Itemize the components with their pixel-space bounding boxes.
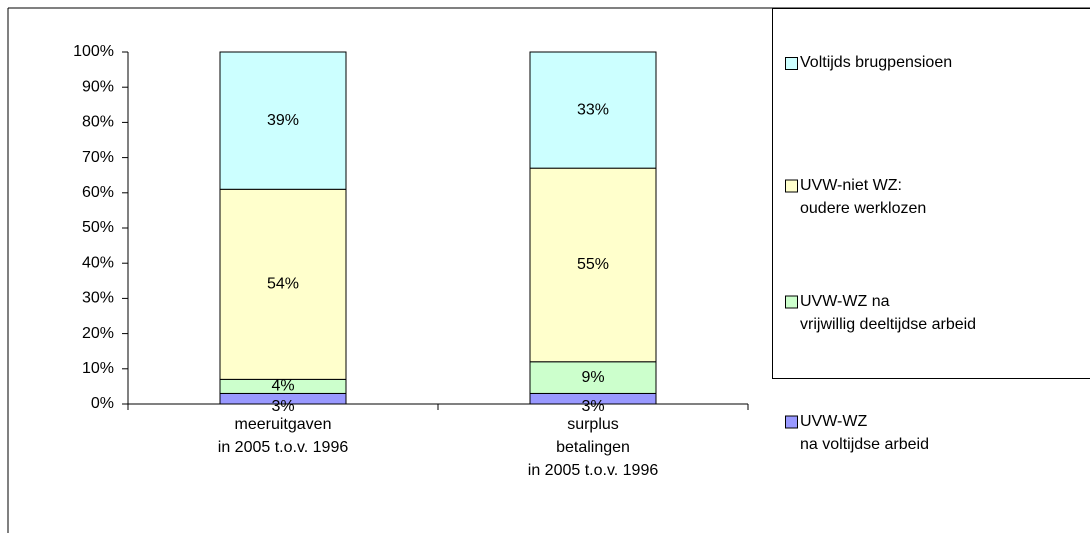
data-label: 3% — [581, 398, 604, 415]
y-tick-label: 60% — [82, 184, 114, 201]
x-tick-label: meeruitgaven in 2005 t.o.v. 1996 — [217, 416, 349, 456]
data-label: 4% — [271, 378, 294, 395]
y-tick-label: 40% — [82, 254, 114, 271]
legend-label: UVW-WZ na vrijwillig deeltijdse arbeid — [800, 292, 977, 333]
legend-swatch — [785, 179, 798, 193]
y-tick-label: 50% — [82, 219, 114, 236]
y-tick-label: 100% — [73, 43, 114, 60]
bar-segment — [219, 188, 347, 380]
y-tick-label: 10% — [82, 360, 114, 377]
bar-segment — [529, 51, 657, 169]
y-tick-label: 90% — [82, 78, 114, 95]
legend-box — [772, 8, 1090, 379]
bar-segment — [529, 167, 657, 363]
y-tick-label: 20% — [82, 325, 114, 342]
bar-segment — [529, 361, 657, 394]
legend-swatch — [785, 295, 798, 309]
y-tick-label: 80% — [82, 114, 114, 131]
y-tick-label: 0% — [91, 395, 114, 412]
bar-segment — [219, 51, 347, 190]
legend-swatch — [785, 415, 798, 429]
legend-label: Voltijds brugpensioen — [800, 54, 953, 71]
legend-swatch — [785, 57, 798, 70]
data-label: 33% — [577, 101, 609, 118]
data-label: 3% — [271, 398, 294, 415]
legend-label: UVW-WZ na voltijdse arbeid — [800, 412, 929, 453]
y-tick-label: 70% — [82, 149, 114, 166]
x-tick-label: surplus betalingen in 2005 t.o.v. 1996 — [527, 416, 659, 479]
data-label: 55% — [577, 256, 609, 273]
y-tick-label: 30% — [82, 290, 114, 307]
data-label: 39% — [267, 112, 299, 129]
legend-label: UVW-niet WZ: oudere werklozen — [800, 176, 927, 217]
data-label: 54% — [267, 276, 299, 293]
data-label: 9% — [581, 369, 604, 386]
